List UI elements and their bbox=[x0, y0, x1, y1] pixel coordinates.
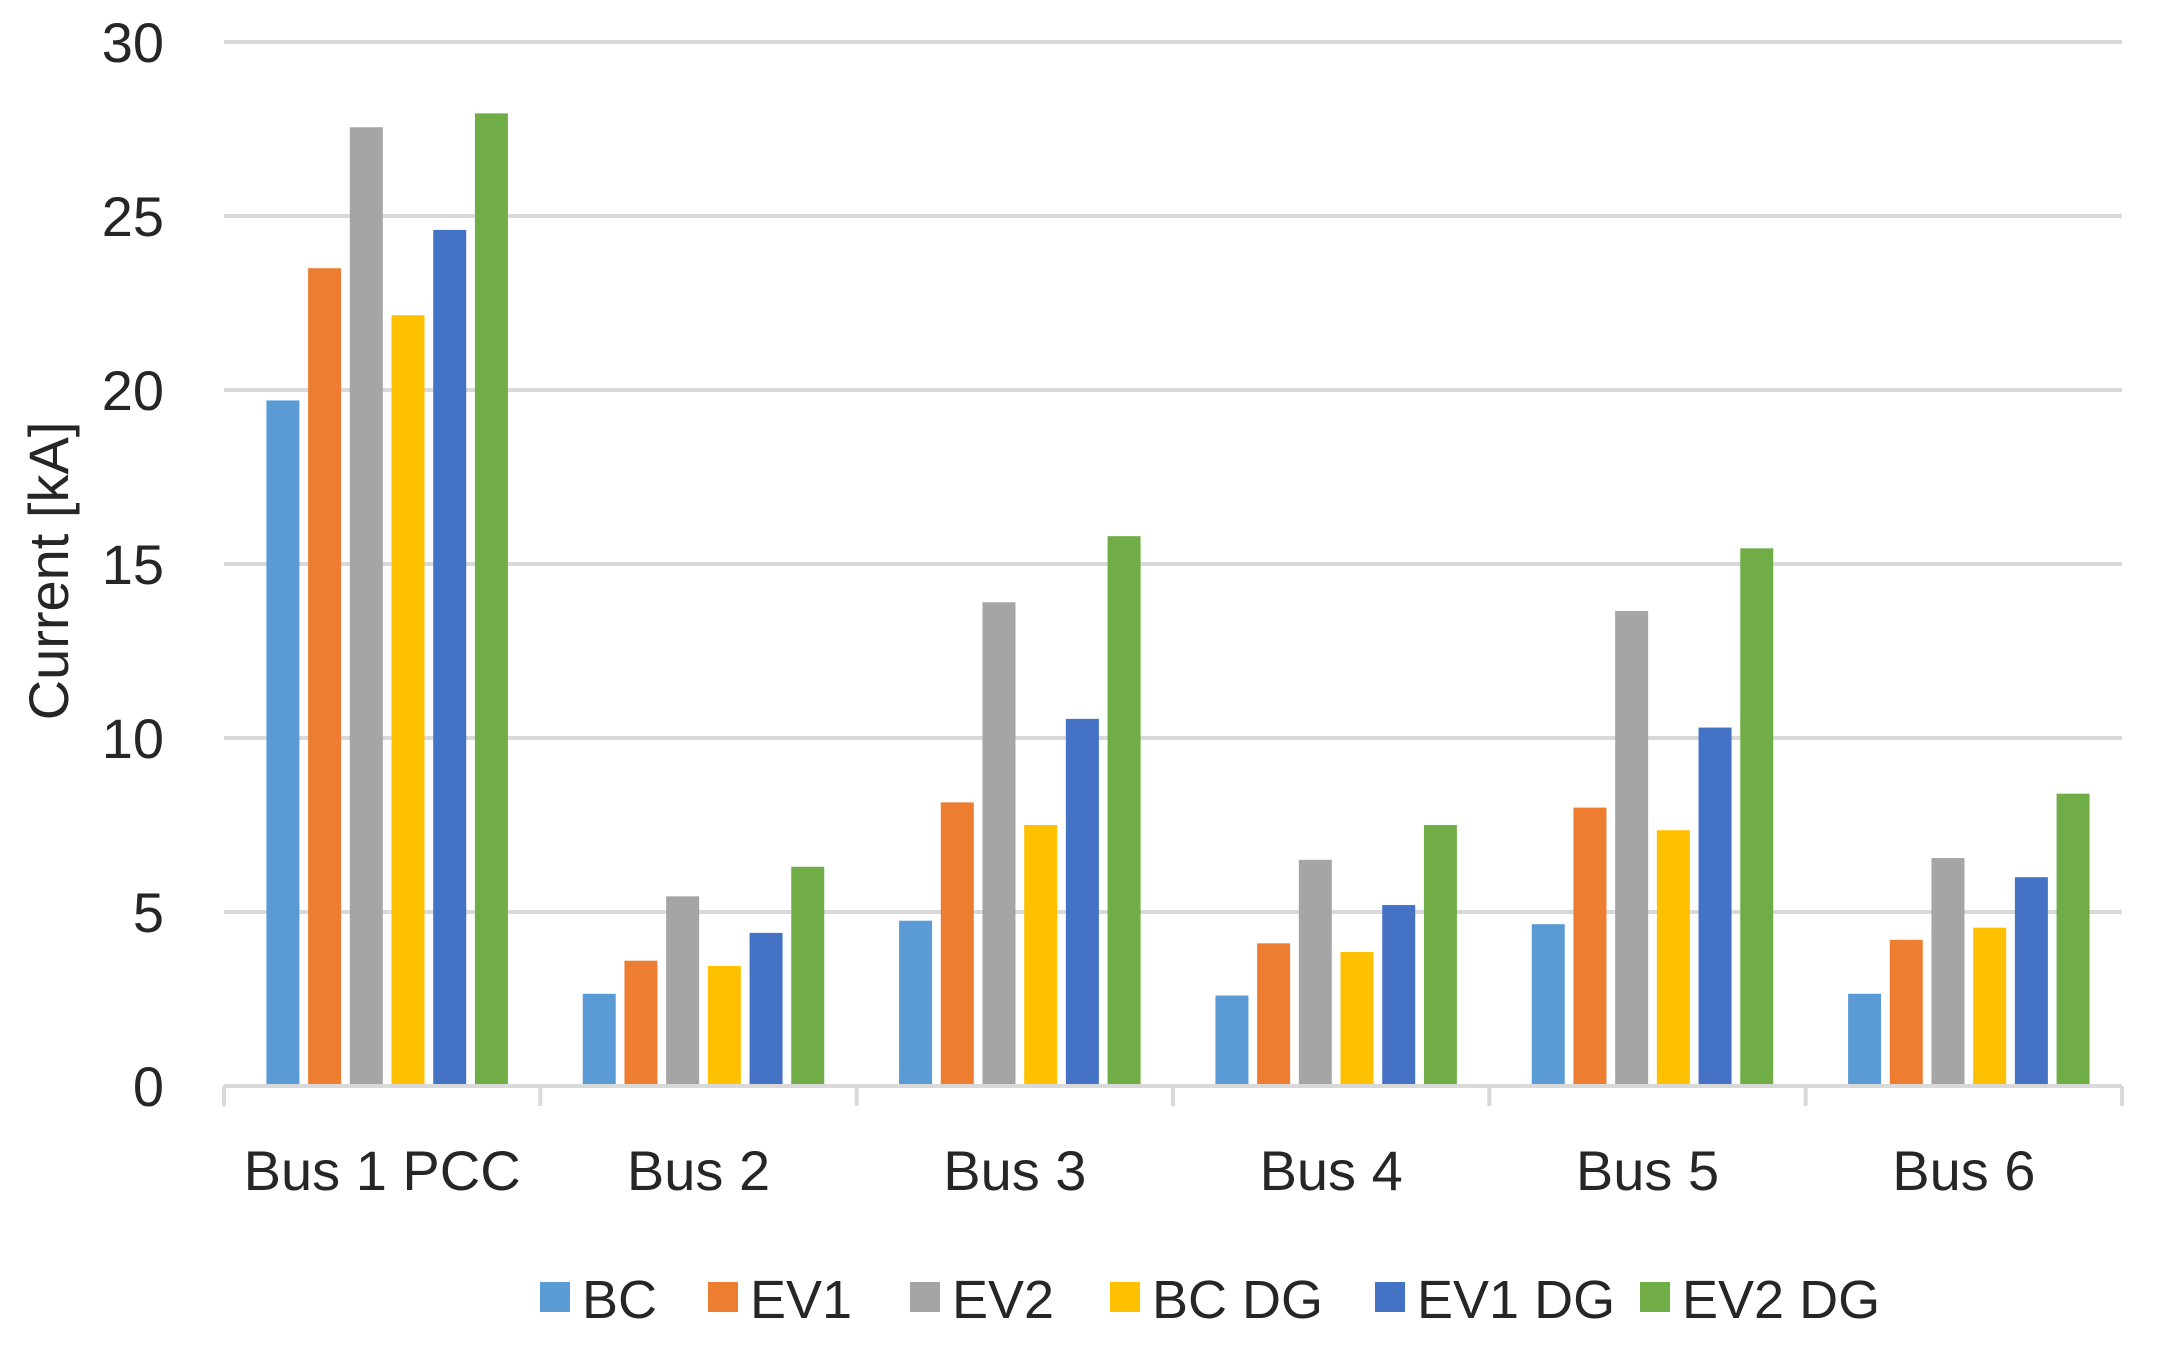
x-tick-label: Bus 3 bbox=[943, 1139, 1086, 1202]
y-axis-ticks: 0 5 10 15 20 25 30 bbox=[102, 11, 164, 1118]
legend-label: EV1 DG bbox=[1417, 1270, 1615, 1330]
bar-ev1 bbox=[1257, 943, 1291, 1086]
bar-bc bbox=[899, 920, 933, 1086]
bar-ev2-dg bbox=[1423, 825, 1457, 1086]
bar-bc-dg bbox=[391, 315, 425, 1086]
bar-ev1-dg bbox=[749, 932, 783, 1086]
legend-label: EV2 DG bbox=[1682, 1270, 1880, 1330]
legend-swatch bbox=[540, 1282, 570, 1312]
bar-ev1-dg bbox=[2014, 877, 2048, 1086]
bar-bc-dg bbox=[707, 965, 741, 1086]
bar-ev2-dg bbox=[1740, 548, 1774, 1086]
legend-swatch bbox=[910, 1282, 940, 1312]
bar-bc bbox=[1531, 924, 1565, 1086]
y-tick-label: 20 bbox=[102, 359, 164, 422]
bar-ev2 bbox=[982, 602, 1016, 1086]
bar-ev1 bbox=[624, 960, 658, 1086]
bar-ev1-dg bbox=[1382, 905, 1416, 1086]
bar-ev2 bbox=[349, 127, 383, 1086]
y-tick-label: 10 bbox=[102, 707, 164, 770]
bar-ev2-dg bbox=[474, 113, 508, 1087]
bar-ev1-dg bbox=[1065, 718, 1099, 1086]
x-tick-label: Bus 4 bbox=[1260, 1139, 1403, 1202]
bar-bc-dg bbox=[1024, 825, 1058, 1086]
x-tick-label: Bus 2 bbox=[627, 1139, 770, 1202]
y-tick-label: 5 bbox=[133, 881, 164, 944]
x-tick-label: Bus 5 bbox=[1576, 1139, 1719, 1202]
bar-ev2 bbox=[1298, 859, 1332, 1086]
bar-ev1 bbox=[1889, 939, 1923, 1086]
y-tick-label: 15 bbox=[102, 533, 164, 596]
x-axis-ticks: Bus 1 PCC Bus 2 Bus 3 Bus 4 Bus 5 Bus 6 bbox=[244, 1139, 2036, 1202]
legend-swatch bbox=[1375, 1282, 1405, 1312]
legend-label: BC DG bbox=[1152, 1270, 1323, 1330]
bar-bc bbox=[1848, 993, 1882, 1086]
y-tick-label: 25 bbox=[102, 185, 164, 248]
bar-ev1 bbox=[940, 802, 974, 1086]
bar-ev1-dg bbox=[433, 229, 467, 1087]
bar-ev2 bbox=[1931, 858, 1965, 1086]
legend-label: BC bbox=[582, 1270, 657, 1330]
bar-ev2-dg bbox=[1107, 536, 1141, 1086]
gridlines bbox=[224, 40, 2122, 914]
x-axis bbox=[222, 1084, 2124, 1106]
bar-bc-dg bbox=[1973, 927, 2007, 1086]
bar-bc bbox=[1215, 995, 1249, 1086]
bar-ev1-dg bbox=[1698, 727, 1732, 1086]
legend-label: EV2 bbox=[952, 1270, 1054, 1330]
bar-ev2-dg bbox=[2056, 793, 2090, 1086]
legend: BC EV1 EV2 BC DG EV1 DG EV2 DG bbox=[540, 1270, 1880, 1330]
legend-label: EV1 bbox=[750, 1270, 852, 1330]
legend-swatch bbox=[708, 1282, 738, 1312]
bar-bc bbox=[266, 400, 300, 1086]
y-tick-label: 30 bbox=[102, 11, 164, 74]
bar-bc bbox=[582, 993, 616, 1086]
x-tick-label: Bus 1 PCC bbox=[244, 1139, 521, 1202]
bars bbox=[266, 113, 2090, 1087]
legend-swatch bbox=[1640, 1282, 1670, 1312]
bar-ev2 bbox=[1615, 610, 1649, 1086]
bar-ev1 bbox=[1573, 807, 1607, 1086]
legend-swatch bbox=[1110, 1282, 1140, 1312]
bar-bc-dg bbox=[1340, 952, 1374, 1086]
bar-ev2 bbox=[666, 896, 700, 1086]
bar-ev1 bbox=[308, 268, 342, 1086]
bar-ev2-dg bbox=[791, 866, 825, 1086]
x-tick-label: Bus 6 bbox=[1892, 1139, 2035, 1202]
bar-bc-dg bbox=[1656, 830, 1690, 1086]
y-axis-title: Current [kA] bbox=[17, 422, 80, 721]
y-tick-label: 0 bbox=[133, 1055, 164, 1118]
